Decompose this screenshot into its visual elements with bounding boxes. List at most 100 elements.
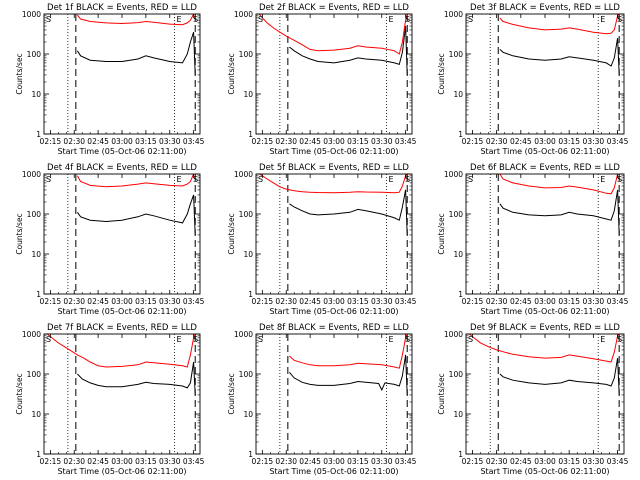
x-axis-label: Start Time (05-Oct-06 02:11:00) — [480, 467, 609, 476]
marker-label-start: S — [468, 335, 473, 344]
marker-label-start: S — [258, 335, 263, 344]
y-tick-label: 1000 — [444, 10, 463, 19]
plot-area — [489, 174, 620, 294]
x-tick-label: 02:30 — [486, 297, 508, 306]
marker-label-end: E — [177, 15, 182, 24]
x-tick-label: 02:45 — [87, 297, 109, 306]
marker-label-start: S — [46, 15, 51, 24]
y-axis-label: Counts/sec — [15, 213, 24, 254]
y-tick-label: 1 — [36, 130, 41, 139]
plot-area — [489, 14, 620, 134]
x-tick-label: 02:15 — [252, 137, 274, 146]
x-tick-label: 03:30 — [371, 137, 393, 146]
y-tick-label: 10 — [453, 90, 463, 99]
y-tick-label: 1 — [458, 130, 463, 139]
y-tick-label: 100 — [449, 370, 464, 379]
y-tick-label: 10 — [243, 410, 253, 419]
x-tick-label: 02:30 — [275, 297, 297, 306]
y-tick-label: 1 — [248, 130, 253, 139]
x-tick-label: 03:00 — [534, 297, 556, 306]
x-tick-label: 02:45 — [510, 457, 532, 466]
x-tick-label: 03:15 — [135, 457, 157, 466]
marker-label-end: E — [389, 175, 394, 184]
x-tick-label: 02:30 — [63, 457, 85, 466]
y-tick-label: 10 — [31, 250, 41, 259]
x-tick-label: 02:15 — [252, 297, 274, 306]
plot-frame — [465, 13, 625, 135]
series-line-lld — [289, 334, 408, 369]
y-axis-label: Counts/sec — [227, 373, 236, 414]
y-tick-label: 1 — [36, 450, 41, 459]
x-axis-label: Start Time (05-Oct-06 02:11:00) — [57, 467, 186, 476]
x-tick-label: 03:30 — [159, 137, 181, 146]
y-axis-label: Counts/sec — [437, 53, 446, 94]
x-tick-label: 03:00 — [534, 457, 556, 466]
x-axis-label: Start Time (05-Oct-06 02:11:00) — [480, 147, 609, 156]
plot-frame — [43, 333, 201, 455]
x-tick-label: 03:15 — [558, 137, 580, 146]
y-axis-label: Counts/sec — [437, 213, 446, 254]
marker-label-start-next: S — [617, 175, 622, 184]
y-tick-label: 1 — [36, 290, 41, 299]
x-tick-label: 02:30 — [486, 137, 508, 146]
x-axis-label: Start Time (05-Oct-06 02:11:00) — [480, 307, 609, 316]
x-axis-label: Start Time (05-Oct-06 02:11:00) — [269, 147, 398, 156]
y-tick-label: 100 — [239, 50, 254, 59]
marker-label-end: E — [177, 175, 182, 184]
plot-area — [46, 334, 196, 454]
x-tick-label: 02:15 — [40, 297, 62, 306]
x-tick-label: 02:45 — [299, 137, 321, 146]
marker-label-end: E — [389, 15, 394, 24]
x-tick-label: 03:00 — [111, 457, 133, 466]
y-axis-label: Counts/sec — [227, 53, 236, 94]
y-tick-label: 100 — [449, 50, 464, 59]
x-tick-label: 03:45 — [395, 137, 417, 146]
x-tick-label: 03:00 — [323, 457, 345, 466]
plot-frame — [43, 13, 201, 135]
marker-label-start: S — [46, 335, 51, 344]
y-tick-label: 10 — [453, 250, 463, 259]
marker-label-start-next: S — [617, 15, 622, 24]
series-line-events — [76, 32, 196, 75]
series-line-lld — [77, 14, 196, 26]
series-line-lld — [258, 174, 408, 194]
marker-label-end: E — [389, 335, 394, 344]
x-tick-label: 03:15 — [558, 457, 580, 466]
marker-label-start-next: S — [405, 175, 410, 184]
plot-area — [258, 174, 408, 294]
plot-frame — [255, 13, 413, 135]
panel-title: Det 3f BLACK = Events, RED = LLD — [470, 3, 620, 13]
series-line-lld — [499, 14, 620, 35]
x-tick-label: 03:15 — [347, 137, 369, 146]
series-line-lld — [76, 174, 196, 188]
x-axis-label: Start Time (05-Oct-06 02:11:00) — [269, 467, 398, 476]
x-tick-label: 03:30 — [159, 457, 181, 466]
x-tick-label: 03:15 — [135, 137, 157, 146]
y-tick-label: 100 — [449, 210, 464, 219]
series-line-events — [77, 361, 196, 395]
series-line-lld — [46, 334, 196, 368]
x-axis-label: Start Time (05-Oct-06 02:11:00) — [269, 307, 398, 316]
x-tick-label: 02:45 — [87, 137, 109, 146]
y-tick-label: 1 — [248, 450, 253, 459]
x-tick-label: 02:45 — [510, 297, 532, 306]
marker-label-end: E — [177, 335, 182, 344]
x-tick-label: 03:45 — [183, 297, 205, 306]
y-tick-label: 1000 — [234, 170, 253, 179]
x-tick-label: 03:30 — [583, 137, 605, 146]
y-axis-label: Counts/sec — [227, 213, 236, 254]
plot-area — [258, 14, 408, 134]
x-tick-label: 02:30 — [275, 137, 297, 146]
y-tick-label: 10 — [31, 410, 41, 419]
panel-title: Det 8f BLACK = Events, RED = LLD — [259, 323, 409, 333]
y-tick-label: 1000 — [22, 170, 41, 179]
y-tick-label: 1000 — [444, 330, 463, 339]
series-line-events — [289, 189, 408, 235]
y-axis-label: Counts/sec — [15, 373, 24, 414]
panel-title: Det 1f BLACK = Events, RED = LLD — [47, 3, 197, 13]
y-tick-label: 10 — [243, 90, 253, 99]
plot-frame — [465, 173, 625, 295]
